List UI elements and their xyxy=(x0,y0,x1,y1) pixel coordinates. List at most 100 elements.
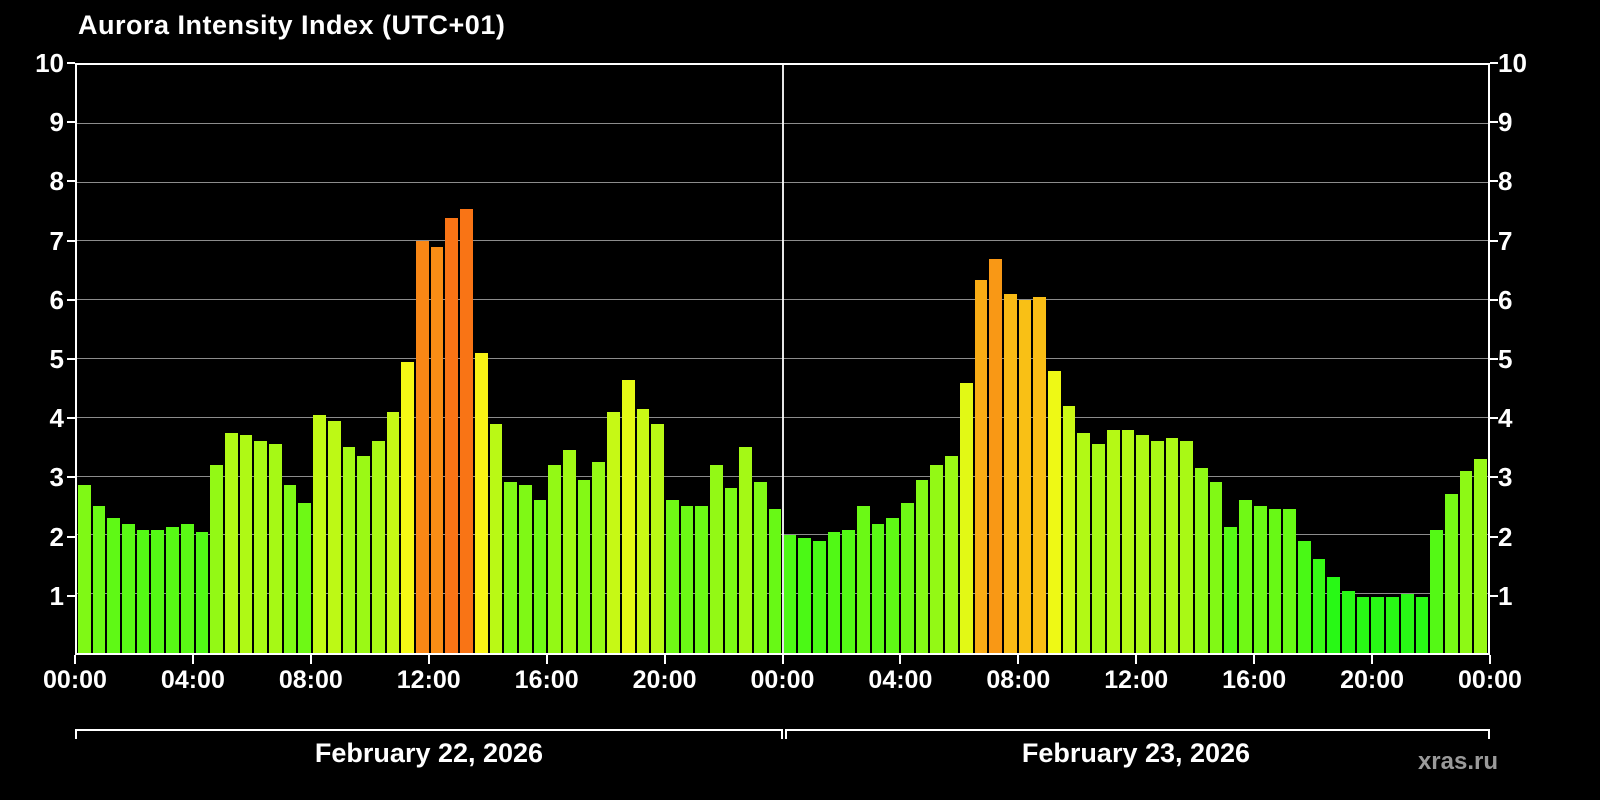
x-tick xyxy=(545,655,548,664)
intensity-bar xyxy=(754,482,767,653)
intensity-bar xyxy=(313,414,326,653)
intensity-bar xyxy=(768,508,782,653)
x-tick-label: 08:00 xyxy=(986,666,1051,694)
y-tick-left xyxy=(67,358,75,360)
y-tick-label-right: 7 xyxy=(1498,225,1513,256)
x-tick-label: 04:00 xyxy=(160,666,225,694)
day2-bracket xyxy=(785,729,1490,739)
intensity-bar xyxy=(1077,432,1091,653)
intensity-bar xyxy=(1400,594,1414,653)
intensity-bar xyxy=(577,479,591,653)
y-tick-label-right: 6 xyxy=(1498,284,1513,315)
intensity-bar xyxy=(1474,458,1487,653)
plot-area xyxy=(75,63,1490,655)
intensity-bar xyxy=(1048,370,1061,653)
intensity-bar xyxy=(1092,444,1105,653)
x-tick-label: 04:00 xyxy=(868,666,933,694)
intensity-bar xyxy=(651,423,664,653)
intensity-bar xyxy=(636,408,650,653)
intensity-bar xyxy=(1180,441,1194,653)
intensity-bar xyxy=(665,500,679,653)
y-tick-left xyxy=(67,594,75,597)
y-tick-label-left: 5 xyxy=(49,344,64,374)
intensity-bar xyxy=(92,506,106,653)
x-tick-label: 12:00 xyxy=(1104,666,1169,694)
intensity-bar xyxy=(386,411,400,653)
x-tick-label: 00:00 xyxy=(1458,666,1522,694)
intensity-bar xyxy=(327,420,341,653)
day1-bracket xyxy=(75,729,783,739)
intensity-bar xyxy=(842,529,855,653)
intensity-bar xyxy=(812,541,826,653)
intensity-bar xyxy=(856,506,870,653)
intensity-bar xyxy=(1253,506,1267,653)
intensity-bar xyxy=(710,464,723,653)
intensity-bar xyxy=(886,517,900,653)
y-tick-label-left: 6 xyxy=(49,284,64,315)
y-tick-right xyxy=(1490,417,1498,420)
y-tick-right xyxy=(1490,298,1498,301)
x-tick xyxy=(1371,655,1374,664)
y-tick-label-left: 2 xyxy=(49,521,64,552)
x-tick xyxy=(309,655,312,664)
intensity-bar xyxy=(1444,494,1458,653)
intensity-bar xyxy=(78,485,91,653)
y-tick-left xyxy=(67,121,75,124)
intensity-bar xyxy=(1430,529,1443,653)
y-tick-left xyxy=(67,535,75,538)
x-tick xyxy=(191,655,194,664)
y-tick-right xyxy=(1490,180,1498,183)
x-tick-label: 16:00 xyxy=(514,666,579,694)
x-tick-label: 20:00 xyxy=(1340,666,1405,694)
intensity-bar xyxy=(269,444,282,653)
intensity-bar xyxy=(827,532,841,653)
intensity-bar xyxy=(974,279,988,653)
intensity-bar xyxy=(180,523,194,653)
x-tick-label: 08:00 xyxy=(278,666,343,694)
y-tick-right xyxy=(1490,476,1498,479)
x-tick xyxy=(1489,655,1491,664)
y-tick-label-left: 7 xyxy=(49,225,64,256)
intensity-bar xyxy=(739,447,753,653)
intensity-bar xyxy=(592,461,606,653)
y-tick-label-left: 4 xyxy=(49,403,64,434)
intensity-bar xyxy=(1150,441,1164,653)
y-tick-right xyxy=(1490,121,1498,124)
y-tick-label-left: 9 xyxy=(49,107,64,138)
intensity-bar xyxy=(607,411,620,653)
y-tick-right xyxy=(1490,594,1498,597)
x-tick-label: 16:00 xyxy=(1222,666,1287,694)
intensity-bar xyxy=(357,456,370,653)
intensity-bar xyxy=(1018,300,1032,653)
x-tick xyxy=(1017,655,1020,664)
intensity-bar xyxy=(1062,406,1076,653)
chart-title: Aurora Intensity Index (UTC+01) xyxy=(78,10,506,40)
x-tick xyxy=(899,655,902,664)
intensity-bar xyxy=(254,441,268,653)
y-tick-label-right: 9 xyxy=(1498,107,1513,138)
intensity-bar xyxy=(489,423,503,653)
intensity-bar xyxy=(798,538,811,653)
intensity-bar xyxy=(915,479,929,653)
intensity-bar xyxy=(1136,435,1149,653)
intensity-bar xyxy=(724,488,738,653)
intensity-bar xyxy=(901,503,914,653)
y-tick-left xyxy=(67,476,75,479)
y-tick-right xyxy=(1490,358,1498,360)
intensity-bar xyxy=(342,447,356,653)
intensity-bar xyxy=(371,441,385,653)
intensity-bar xyxy=(1327,576,1340,653)
intensity-bar xyxy=(298,503,312,653)
intensity-bar xyxy=(283,485,297,653)
intensity-bar xyxy=(533,500,547,653)
intensity-bar xyxy=(1459,470,1473,653)
intensity-bar xyxy=(122,523,135,653)
y-tick-right xyxy=(1490,62,1498,64)
x-tick xyxy=(427,655,430,664)
intensity-bar xyxy=(1106,429,1120,653)
y-tick-left xyxy=(67,180,75,183)
intensity-bar xyxy=(1371,597,1385,653)
y-tick-label-right: 5 xyxy=(1498,344,1513,374)
intensity-bar xyxy=(1121,429,1135,653)
